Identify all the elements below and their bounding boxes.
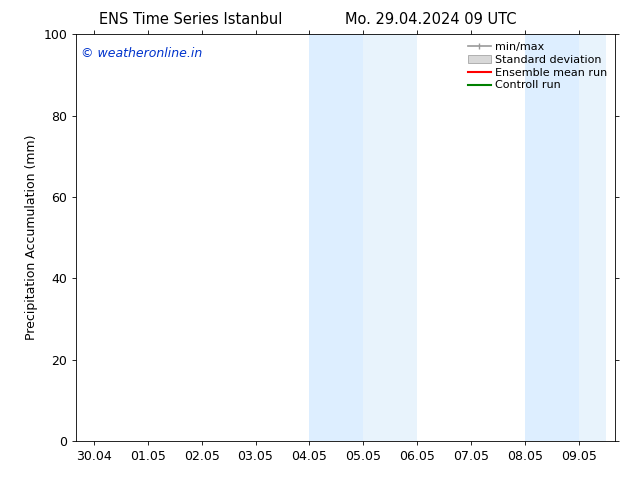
Legend: min/max, Standard deviation, Ensemble mean run, Controll run: min/max, Standard deviation, Ensemble me… [466, 40, 609, 93]
Text: ENS Time Series Istanbul: ENS Time Series Istanbul [98, 12, 282, 27]
Bar [309, 34, 363, 441]
Bar [525, 34, 579, 441]
Bar [363, 34, 417, 441]
Y-axis label: Precipitation Accumulation (mm): Precipitation Accumulation (mm) [25, 135, 37, 341]
Text: © weatheronline.in: © weatheronline.in [81, 47, 203, 59]
Bar [579, 34, 606, 441]
Text: Mo. 29.04.2024 09 UTC: Mo. 29.04.2024 09 UTC [346, 12, 517, 27]
